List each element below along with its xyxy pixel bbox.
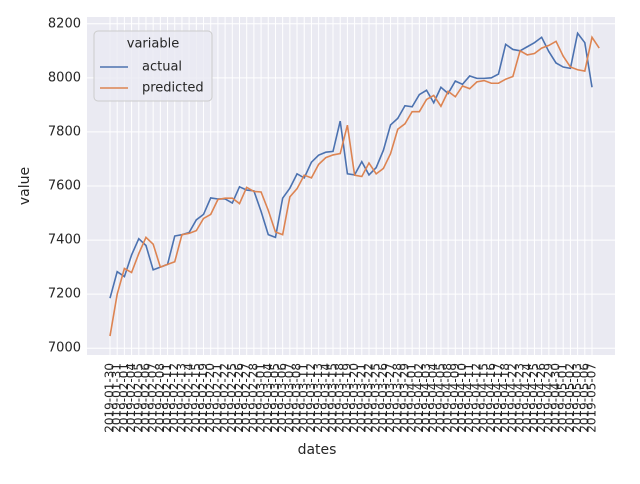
x-tick-label: 2019-01-31	[110, 363, 124, 433]
x-tick-label: 2019-03-26	[376, 363, 390, 433]
x-tick-label: 2019-04-04	[426, 363, 440, 433]
x-tick-label: 2019-04-01	[405, 363, 419, 433]
x-tick-label: 2019-03-07	[282, 363, 296, 433]
x-tick-label: 2019-03-12	[304, 363, 318, 433]
x-tick-label: 2019-03-04	[261, 363, 275, 433]
x-tick-label: 2019-04-26	[534, 363, 548, 433]
y-tick-label: 7600	[48, 179, 81, 194]
x-tick-label: 2019-02-26	[232, 363, 246, 433]
x-tick-label: 2019-03-20	[347, 363, 361, 433]
x-tick-label: 2019-04-16	[484, 363, 498, 433]
x-tick-label: 2019-02-14	[182, 363, 196, 433]
x-tick-label: 2019-04-25	[527, 363, 541, 433]
x-tick-label: 2019-03-27	[383, 363, 397, 433]
x-tick-label: 2019-05-01	[556, 363, 570, 433]
y-tick-label: 8000	[48, 70, 81, 85]
line-series	[109, 31, 593, 299]
y-tick-label: 7400	[48, 233, 81, 248]
x-tick-label: 2019-04-24	[520, 363, 534, 433]
x-tick-label: 2019-03-15	[326, 363, 340, 433]
x-tick-label: 2019-03-29	[397, 363, 411, 433]
y-tick-label: 7800	[48, 124, 81, 139]
x-tick-label: 2019-02-28	[246, 363, 260, 433]
x-tick-label: 2019-03-06	[275, 363, 289, 433]
y-tick-label: 8200	[48, 16, 81, 31]
x-tick-label: 2019-03-18	[333, 363, 347, 433]
x-tick-label: 2019-02-08	[153, 363, 167, 433]
x-tick-label: 2019-03-11	[297, 363, 311, 433]
legend-title: variable	[127, 37, 179, 52]
x-tick-label: 2019-04-18	[498, 363, 512, 433]
x-tick-label: 2019-02-27	[239, 363, 253, 433]
x-tick-label: 2019-04-15	[477, 363, 491, 433]
x-axis-label: dates	[298, 442, 337, 458]
x-tick-label: 2019-03-14	[318, 363, 332, 433]
x-tick-label: 2019-04-10	[455, 363, 469, 433]
x-tick-label: 2019-03-22	[361, 363, 375, 433]
x-tick-label: 2019-04-30	[549, 363, 563, 433]
x-tick-label: 2019-03-08	[290, 363, 304, 433]
x-tick-label: 2019-04-03	[419, 363, 433, 433]
x-tick-label: 2019-03-05	[268, 363, 282, 433]
x-tick-label: 2019-05-07	[585, 363, 599, 433]
x-tick-label: 2019-04-09	[448, 363, 462, 433]
x-tick-label: 2019-03-25	[369, 363, 383, 433]
x-tick-label: 2019-04-02	[412, 363, 426, 433]
x-tick-label: 2019-03-19	[340, 363, 354, 433]
x-tick-label: 2019-02-12	[167, 363, 181, 433]
y-tick-label: 7200	[48, 287, 81, 302]
x-tick-label: 2019-04-11	[462, 363, 476, 433]
x-tick-label: 2019-04-12	[469, 363, 483, 433]
x-tick-label: 2019-02-05	[131, 363, 145, 433]
x-tick-label: 2019-03-13	[311, 363, 325, 433]
y-axis-label: value	[17, 167, 33, 205]
x-tick-label: 2019-03-21	[354, 363, 368, 433]
x-tick-label: 2019-05-02	[563, 363, 577, 433]
x-tick-label: 2019-04-22	[505, 363, 519, 433]
legend-label: actual	[142, 60, 182, 75]
x-tick-label: 2019-05-03	[570, 363, 584, 433]
x-tick-label: 2019-02-21	[210, 363, 224, 433]
x-tick-label: 2019-03-28	[390, 363, 404, 433]
x-tick-label: 2019-02-06	[138, 363, 152, 433]
x-tick-label: 2019-04-17	[491, 363, 505, 433]
x-tick-label: 2019-05-06	[577, 363, 591, 433]
x-tick-label: 2019-04-08	[441, 363, 455, 433]
x-tick-label: 2019-02-25	[225, 363, 239, 433]
y-tick-label: 7000	[48, 341, 81, 356]
legend-box	[93, 30, 213, 102]
x-tick-label: 2019-02-01	[117, 363, 131, 433]
x-tick-label: 2019-02-04	[124, 363, 138, 433]
x-tick-label: 2019-02-22	[218, 363, 232, 433]
x-tick-label: 2019-02-07	[146, 363, 160, 433]
x-tick-label: 2019-02-20	[203, 363, 217, 433]
x-tick-label: 2019-02-19	[196, 363, 210, 433]
x-tick-label: 2019-04-05	[433, 363, 447, 433]
x-tick-label: 2019-01-30	[103, 363, 117, 433]
line-series	[109, 35, 600, 337]
x-tick-label: 2019-02-15	[189, 363, 203, 433]
legend-label: predicted	[142, 81, 204, 96]
x-tick-label: 2019-03-01	[254, 363, 268, 433]
x-tick-label: 2019-04-29	[541, 363, 555, 433]
x-tick-label: 2019-04-23	[513, 363, 527, 433]
x-tick-label: 2019-02-11	[160, 363, 174, 433]
x-tick-label: 2019-02-13	[174, 363, 188, 433]
